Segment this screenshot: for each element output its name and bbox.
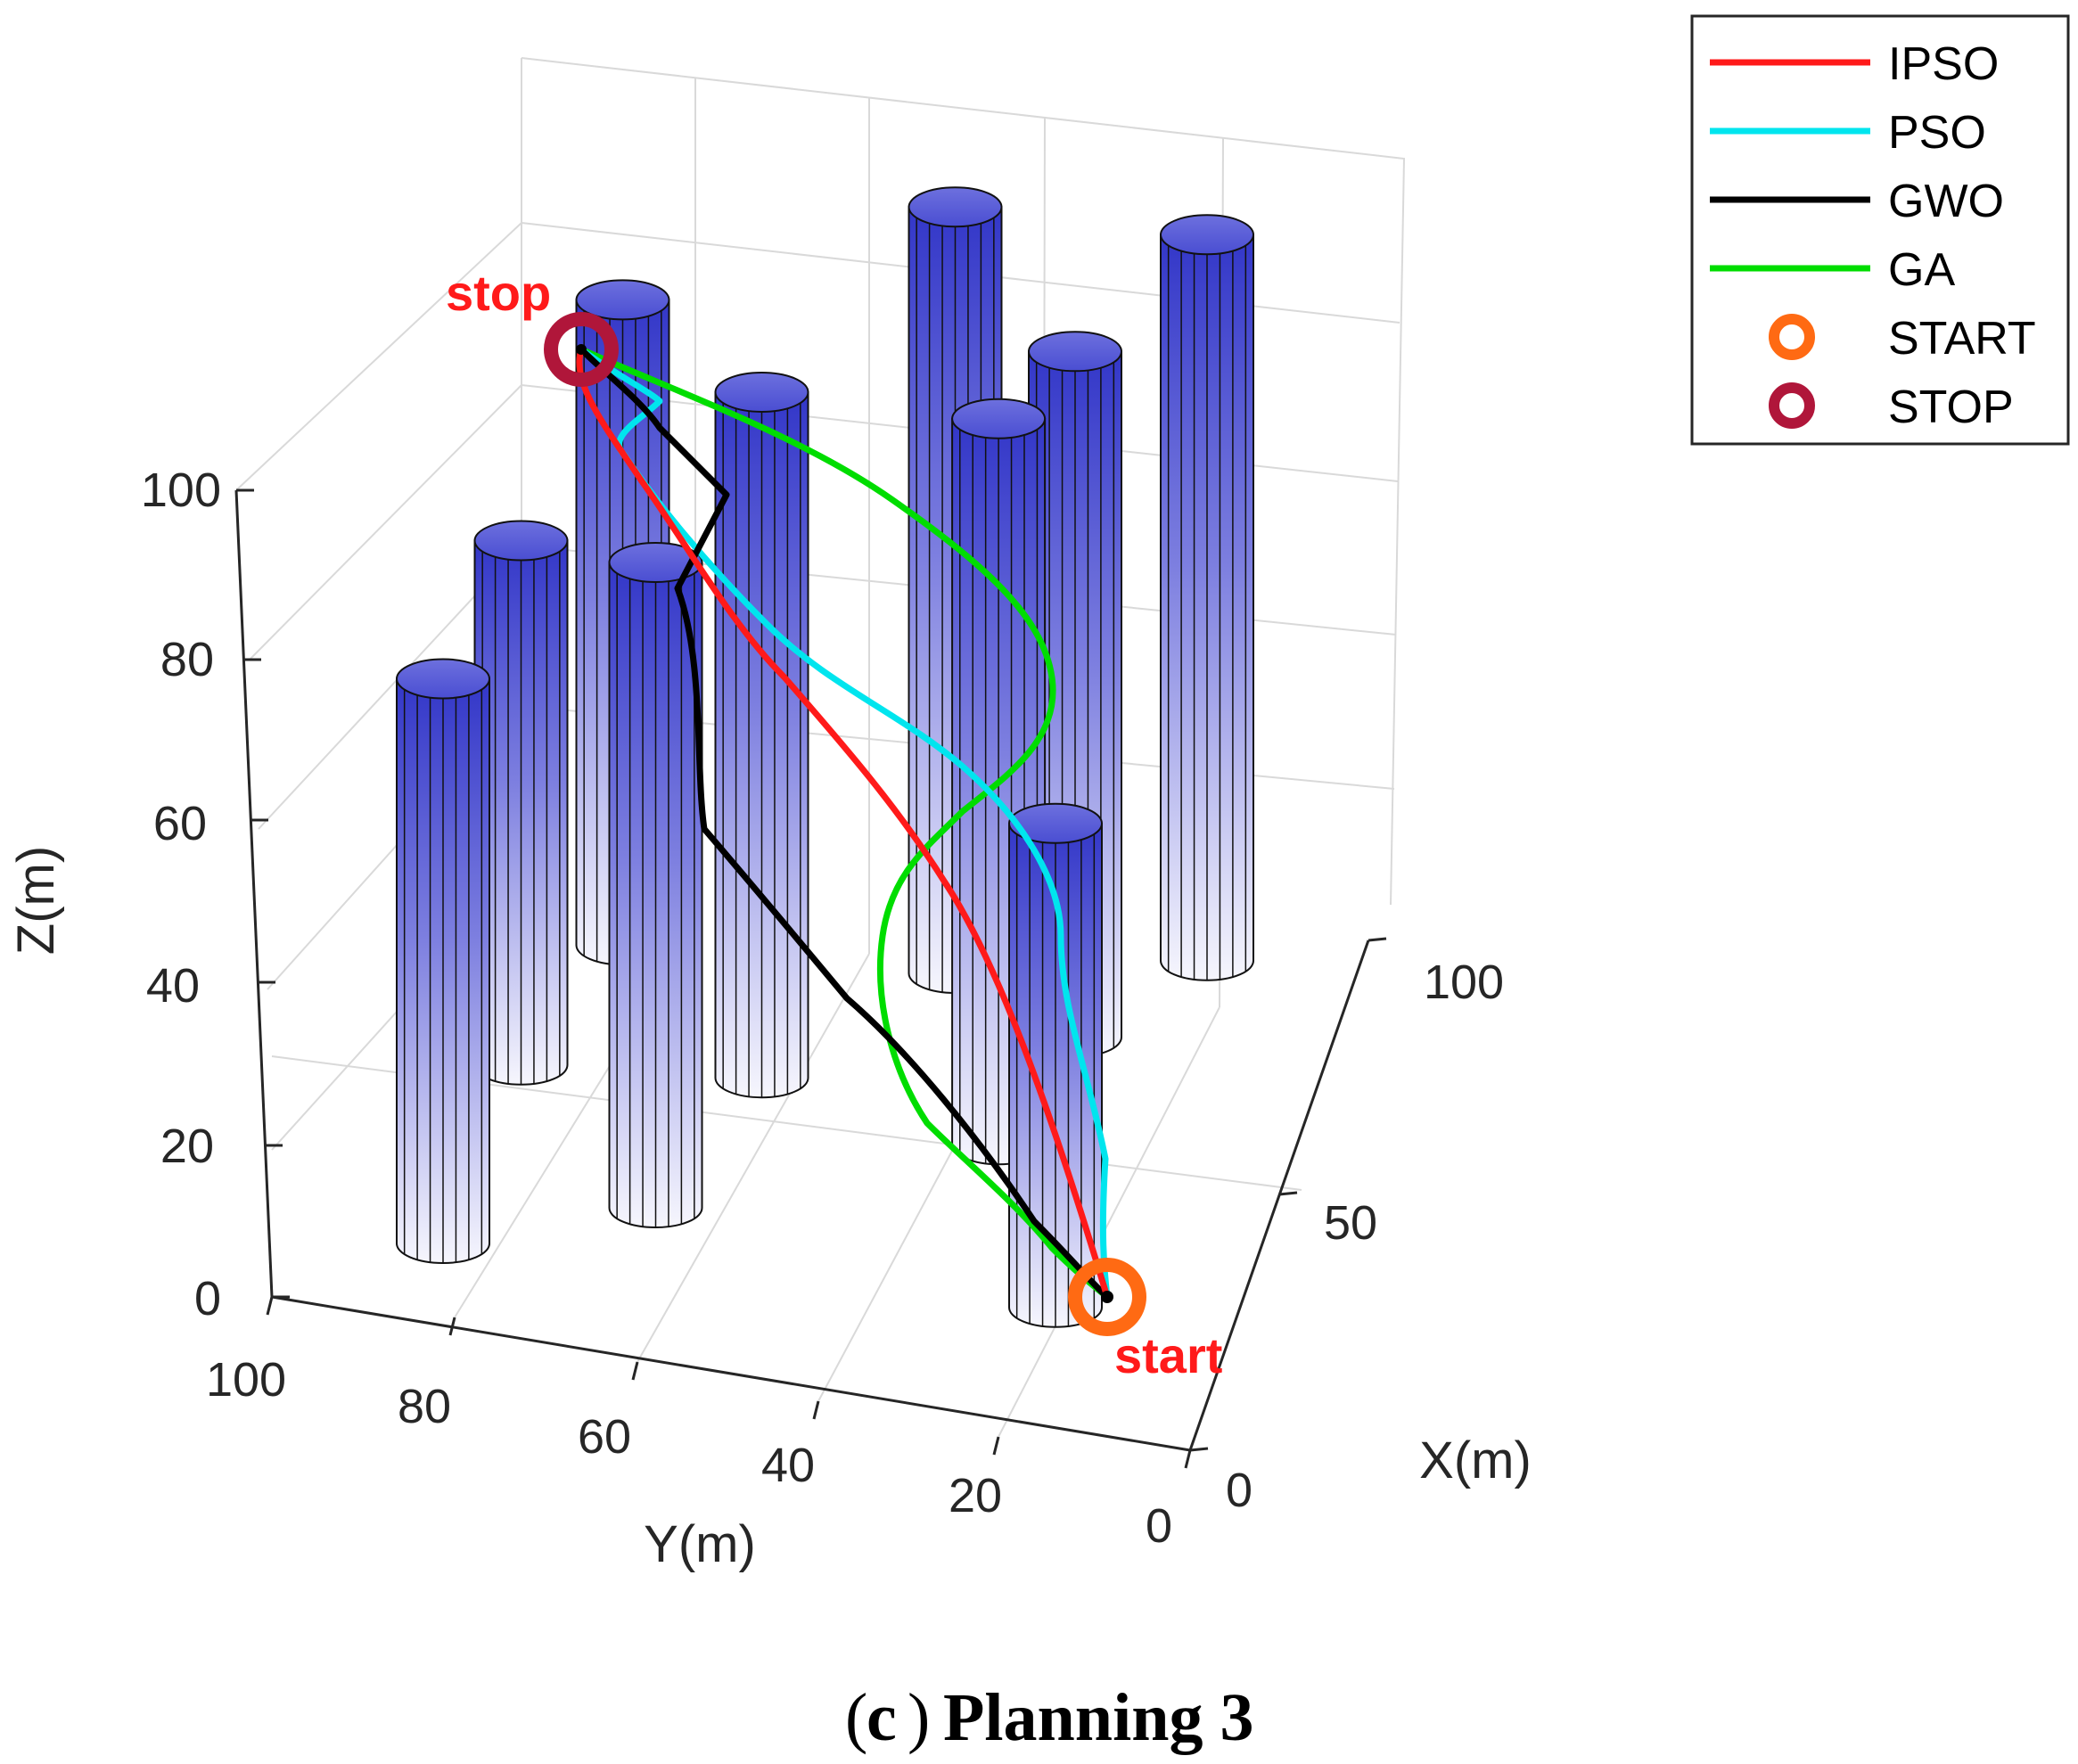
y-axis-label: Y(m) <box>644 1515 756 1573</box>
obstacle-cylinder <box>396 658 490 1264</box>
obstacles <box>396 186 1254 1328</box>
caption-letter: c <box>867 1680 897 1755</box>
legend-label: IPSO <box>1888 38 1999 90</box>
legend-label: GWO <box>1888 176 2004 227</box>
y-tick: 80 <box>398 1380 451 1433</box>
legend-label: START <box>1888 313 2036 365</box>
legend: IPSO PSO GWO GA START STOP <box>1690 14 2070 446</box>
figure-caption: ( c ) Planning 3 <box>845 1680 1253 1755</box>
legend-entry: START <box>1769 313 2036 365</box>
y-tick: 20 <box>949 1469 1002 1522</box>
z-tick: 80 <box>160 633 214 686</box>
stop-point <box>544 312 619 387</box>
obstacle-cylinder <box>1160 214 1254 981</box>
x-tick-labels: 0 50 100 <box>1226 956 1504 1517</box>
legend-marker <box>1769 314 1815 360</box>
legend-label: GA <box>1888 244 1955 296</box>
legend-marker <box>1769 382 1815 429</box>
x-axis-label: X(m) <box>1419 1432 1532 1489</box>
z-tick: 0 <box>194 1272 221 1325</box>
z-axis-label: Z(m) <box>7 846 65 955</box>
axes <box>234 488 1387 1469</box>
paths <box>576 346 1111 1300</box>
z-tick: 40 <box>146 959 200 1013</box>
z-tick: 20 <box>160 1120 214 1173</box>
legend-entry: IPSO <box>1710 38 1999 90</box>
svg-text:): ) <box>908 1680 930 1755</box>
legend-entry: STOP <box>1769 382 2014 433</box>
y-tick: 100 <box>206 1353 286 1407</box>
start-point <box>1068 1258 1146 1336</box>
legend-label: STOP <box>1888 382 2014 433</box>
obstacle-cylinder <box>608 542 703 1229</box>
x-tick: 0 <box>1226 1464 1253 1517</box>
x-tick: 100 <box>1424 956 1504 1009</box>
stop-marker <box>544 312 619 387</box>
series-line-ipso <box>576 348 1111 1299</box>
legend-entry: PSO <box>1710 107 1986 159</box>
series-line-ga <box>579 346 1110 1300</box>
x-tick: 50 <box>1324 1196 1377 1250</box>
z-tick: 100 <box>141 464 221 517</box>
z-tick: 60 <box>153 797 207 850</box>
obstacle-cylinder <box>714 371 809 1099</box>
y-tick: 60 <box>578 1410 631 1464</box>
legend-entry: GA <box>1710 244 1955 296</box>
series-line-pso <box>579 347 1111 1298</box>
start-annotation: start <box>1114 1327 1222 1383</box>
z-tick-labels: 100 80 60 40 20 0 <box>141 464 221 1325</box>
stop-annotation: stop <box>446 265 551 321</box>
y-tick: 0 <box>1146 1499 1172 1553</box>
y-tick: 40 <box>761 1439 815 1492</box>
legend-entry: GWO <box>1710 176 2004 227</box>
legend-label: PSO <box>1888 107 1986 159</box>
y-tick-labels: 100 80 60 40 20 0 <box>206 1353 1172 1553</box>
start-marker <box>1068 1258 1146 1336</box>
svg-text:(: ( <box>845 1680 867 1755</box>
caption-text: Planning 3 <box>943 1680 1253 1755</box>
series-line-gwo <box>579 347 1110 1300</box>
